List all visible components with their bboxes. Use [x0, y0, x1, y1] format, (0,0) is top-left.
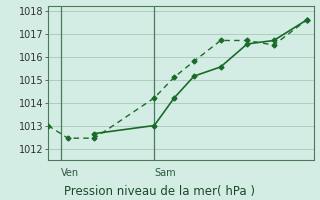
Text: Pression niveau de la mer( hPa ): Pression niveau de la mer( hPa )	[65, 185, 255, 198]
Text: Ven: Ven	[61, 168, 79, 178]
Text: Sam: Sam	[154, 168, 176, 178]
